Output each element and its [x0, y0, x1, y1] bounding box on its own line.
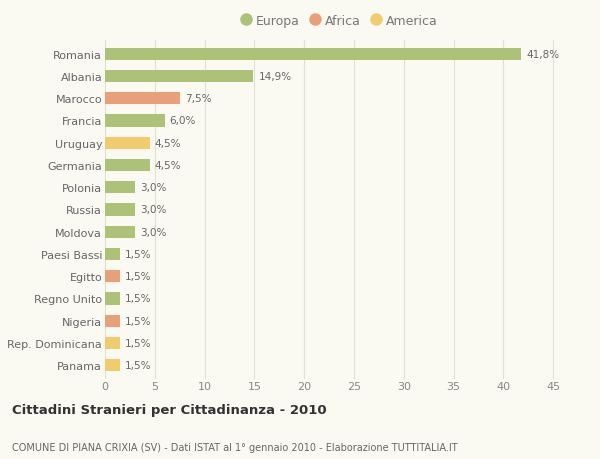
Bar [105, 204, 135, 216]
Bar [105, 248, 120, 261]
Bar [105, 359, 120, 371]
Text: 41,8%: 41,8% [526, 50, 559, 60]
Bar [105, 159, 150, 172]
Bar [105, 315, 120, 327]
Text: 7,5%: 7,5% [185, 94, 211, 104]
Bar [105, 182, 135, 194]
Bar [105, 115, 165, 127]
Bar [105, 293, 120, 305]
Text: 3,0%: 3,0% [140, 227, 166, 237]
Text: 1,5%: 1,5% [125, 249, 151, 259]
Bar [105, 93, 179, 105]
Text: Cittadini Stranieri per Cittadinanza - 2010: Cittadini Stranieri per Cittadinanza - 2… [12, 403, 326, 416]
Bar [105, 49, 521, 61]
Text: 1,5%: 1,5% [125, 294, 151, 304]
Text: COMUNE DI PIANA CRIXIA (SV) - Dati ISTAT al 1° gennaio 2010 - Elaborazione TUTTI: COMUNE DI PIANA CRIXIA (SV) - Dati ISTAT… [12, 442, 458, 452]
Text: 1,5%: 1,5% [125, 272, 151, 281]
Text: 6,0%: 6,0% [170, 116, 196, 126]
Text: 3,0%: 3,0% [140, 205, 166, 215]
Text: 4,5%: 4,5% [155, 139, 181, 148]
Text: 1,5%: 1,5% [125, 338, 151, 348]
Bar [105, 337, 120, 349]
Text: 14,9%: 14,9% [259, 72, 292, 82]
Text: 4,5%: 4,5% [155, 161, 181, 171]
Text: 1,5%: 1,5% [125, 360, 151, 370]
Bar [105, 226, 135, 238]
Bar [105, 270, 120, 283]
Bar [105, 71, 253, 83]
Text: 3,0%: 3,0% [140, 183, 166, 193]
Bar [105, 137, 150, 150]
Text: 1,5%: 1,5% [125, 316, 151, 326]
Legend: Europa, Africa, America: Europa, Africa, America [241, 15, 437, 28]
